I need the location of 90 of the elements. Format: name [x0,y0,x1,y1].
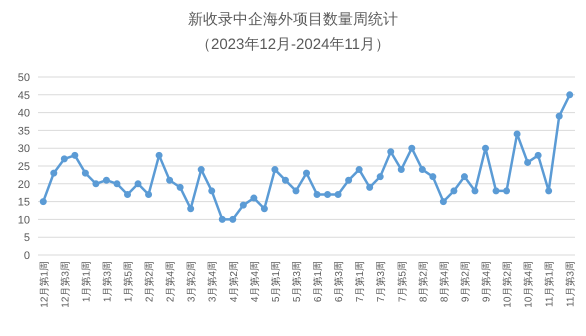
x-tick-label: 12月第1周 [38,261,50,308]
y-tick-label: 25 [18,161,30,173]
point [450,187,458,194]
y-tick-label: 45 [18,90,30,102]
point [92,180,100,188]
point [303,170,310,177]
x-tick-label: 7月第3周 [375,261,388,302]
point [240,202,247,209]
x-tick-label: 11月第3周 [564,261,577,307]
point [482,144,489,152]
x-tick-label: 1月第1周 [80,261,92,302]
y-tick-label: 15 [18,196,30,209]
point [440,198,447,206]
point [282,176,289,184]
point [324,190,332,198]
x-tick-label: 8月第2周 [417,261,430,302]
point [271,166,278,174]
point [113,180,120,188]
point [176,184,184,191]
x-tick-label: 10月第2周 [502,261,514,308]
chart-subtitle: （2023年12月-2024年11月） [196,36,390,53]
x-tick-label: 2月第4周 [164,261,177,302]
x-tick-label: 3月第4周 [206,261,219,302]
point [145,190,152,198]
x-tick-label: 4月第2周 [228,261,240,302]
x-tick-label: 7月第1周 [354,261,366,302]
point [503,187,510,194]
y-tick-label: 35 [18,125,30,138]
point [71,152,78,159]
point [366,184,374,191]
point [208,187,216,194]
x-tick-label: 7月第5周 [396,261,408,302]
point [556,112,563,120]
y-tick-label: 20 [18,178,30,191]
x-tick-label: 8月第4周 [438,261,450,302]
y-tick-label: 40 [18,108,30,120]
x-tick-label: 2月第2周 [144,261,156,302]
point [134,180,142,188]
point [460,173,468,180]
x-tick-label: 4月第4周 [248,261,261,302]
point [418,166,426,174]
point [314,190,321,198]
x-tick-label: 5月第1周 [270,261,282,302]
x-tick-label: 9月第2周 [459,261,472,302]
point [40,198,47,206]
point [534,152,542,159]
point [187,205,194,212]
point [218,216,226,223]
point [566,91,574,98]
point [260,205,268,212]
point [471,187,478,194]
point [398,166,405,174]
point [492,187,500,194]
chart-title: 新收录中企海外项目数量周统计 [188,11,398,28]
x-tick-label: 10月第4周 [522,261,535,308]
x-tick-label: 12月第3周 [59,261,72,308]
point [408,144,416,152]
x-tick-label: 9月第4周 [480,261,492,302]
point [198,166,205,174]
point [156,152,163,159]
point [229,216,236,223]
y-tick-label: 30 [18,143,30,156]
point [524,158,532,166]
x-tick-label: 3月第2周 [186,261,198,302]
point [102,176,110,184]
x-tick-label: 5月第3周 [290,261,303,302]
y-tick-label: 10 [18,214,30,226]
y-tick-label: 50 [18,72,30,84]
point [429,173,436,180]
point [334,190,342,198]
point [60,155,68,162]
point [376,173,384,180]
x-tick-label: 6月第3周 [333,261,346,302]
point [166,176,174,184]
point [292,187,300,194]
point [514,130,521,138]
point [250,194,258,202]
y-tick-label: 5 [24,232,30,244]
y-tick-label: 0 [24,250,30,262]
point [356,166,363,174]
point [82,170,89,177]
x-tick-label: 1月第5周 [122,261,134,302]
point [545,187,552,194]
x-tick-label: 6月第1周 [312,261,324,302]
point [345,176,352,184]
x-tick-label: 1月第3周 [101,261,114,302]
x-tick-label: 11月第1周 [544,261,556,307]
point [387,148,394,156]
point [124,190,131,198]
point [50,170,58,177]
